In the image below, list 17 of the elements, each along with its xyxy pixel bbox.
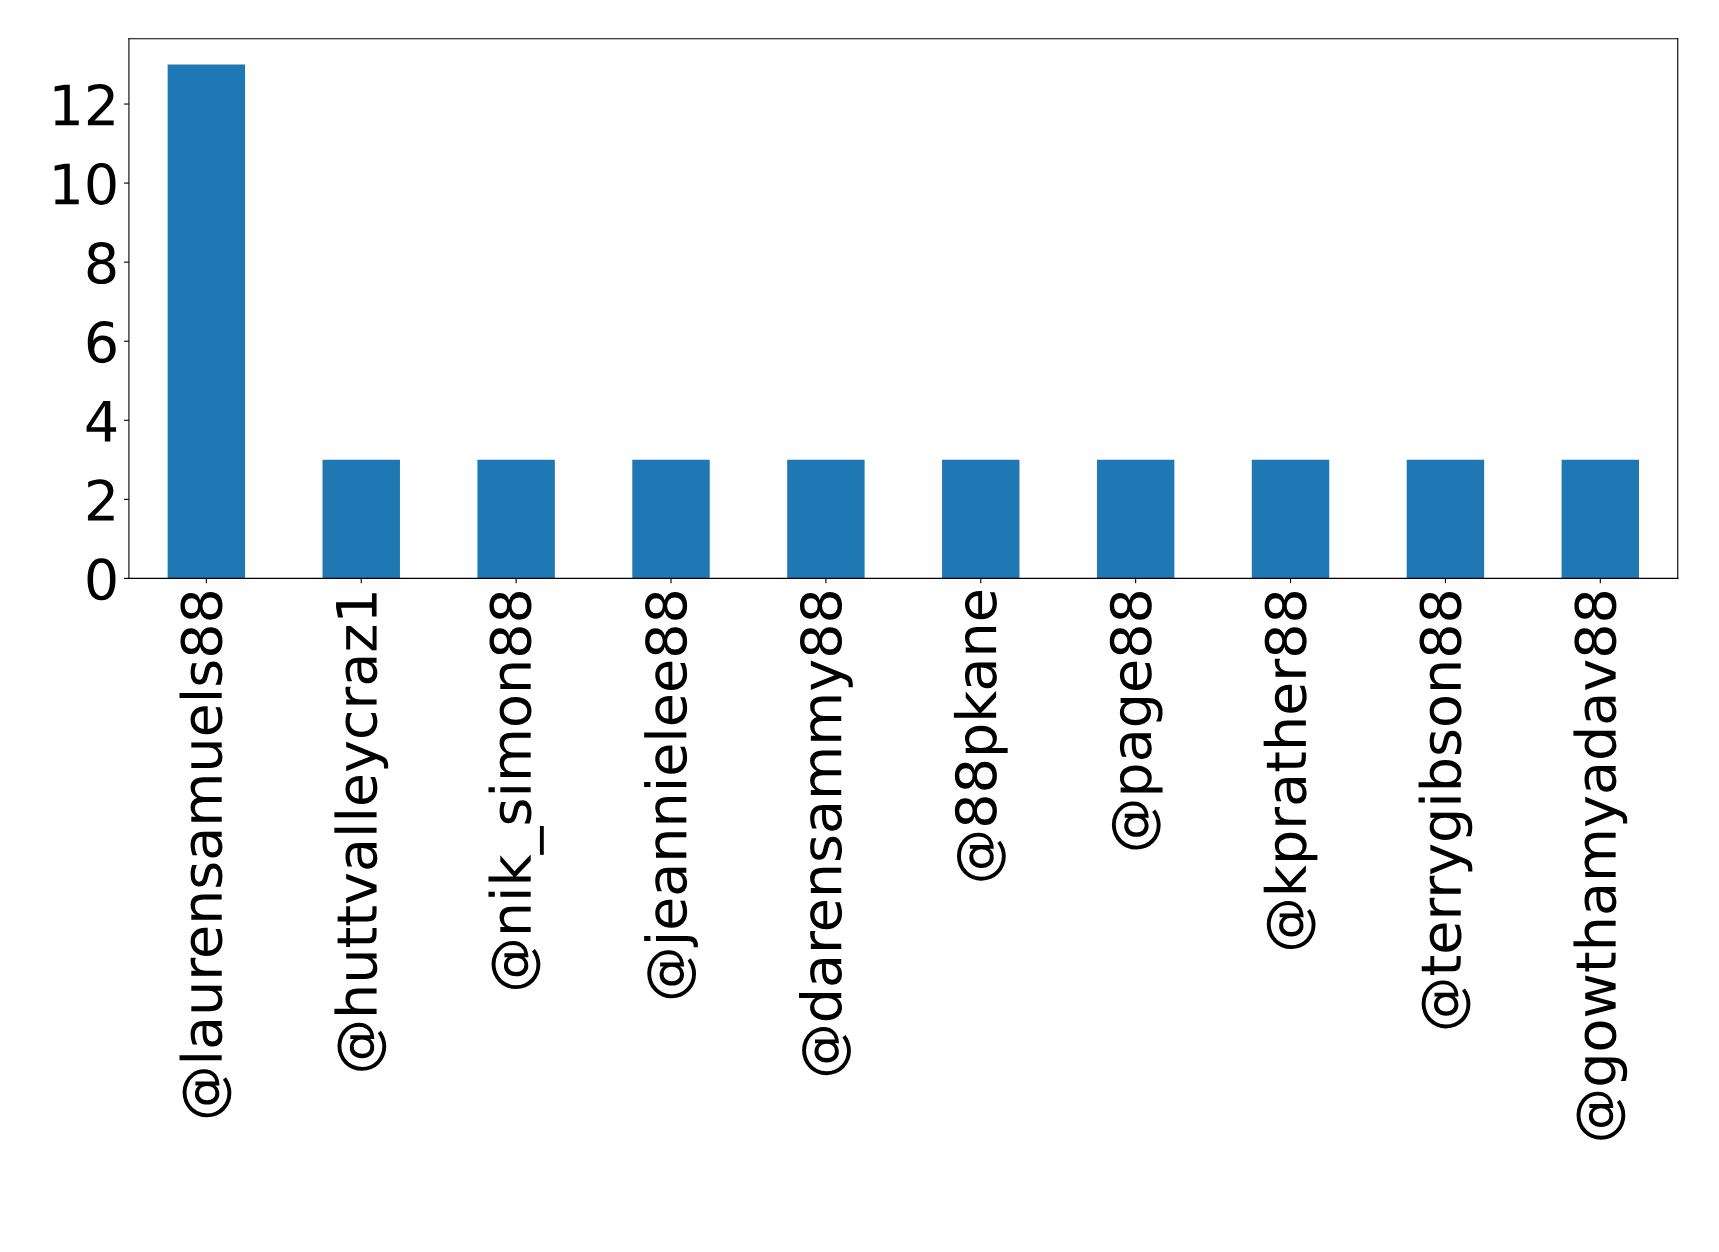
x-tick-label: @laurensamuels88: [179, 591, 232, 1118]
x-tick-label: @page88: [1109, 591, 1163, 850]
x-tick-label: @terrygibson88: [1418, 591, 1473, 1029]
x-tick-label: @jeannielee88: [644, 591, 698, 999]
y-tick-label: 2: [87, 479, 114, 521]
x-tick-label: @nik_simon88: [488, 591, 544, 990]
x-tick-label: @kprather88: [1263, 591, 1318, 950]
x-tick-label: @huttvalleycraz1: [334, 593, 389, 1071]
y-tick-label: 4: [86, 400, 117, 442]
x-tick-label: @88pkane: [953, 591, 1008, 881]
y-tick-label: 10: [54, 162, 116, 205]
y-tick-label: 8: [87, 242, 116, 285]
y-tick-label: 6: [87, 321, 116, 364]
x-tick-label: @gowthamyadav88: [1573, 591, 1628, 1140]
y-tick-label: 12: [54, 83, 114, 126]
x-tick-label: @darensammy88: [799, 591, 853, 1076]
y-tick-label: 0: [87, 558, 116, 601]
